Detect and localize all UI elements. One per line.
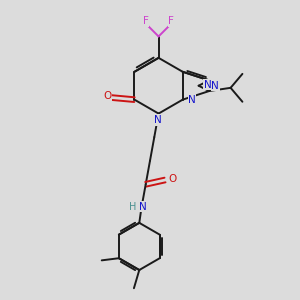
Text: N: N — [139, 202, 146, 212]
Text: O: O — [103, 92, 112, 101]
Text: N: N — [211, 81, 219, 91]
Text: N: N — [188, 94, 196, 105]
Text: H: H — [129, 202, 136, 212]
Text: N: N — [154, 115, 161, 125]
Text: O: O — [168, 174, 176, 184]
Text: F: F — [169, 16, 174, 26]
Text: F: F — [143, 16, 149, 26]
Text: N: N — [204, 80, 212, 90]
